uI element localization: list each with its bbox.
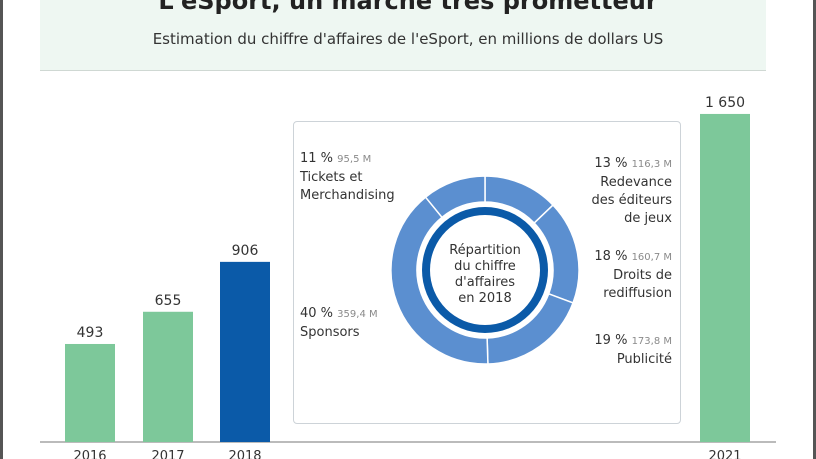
slice-value: 173,8 M: [631, 336, 672, 347]
slice-pct: 40 %: [300, 306, 334, 321]
slice-label-tickets: 11 % 95,5 M Tickets et Merchandising: [300, 150, 395, 205]
bar-2017: [143, 311, 193, 442]
data-label-2021: 1 650: [705, 95, 745, 111]
data-label-2017: 655: [155, 293, 182, 309]
bar-2018: [220, 261, 270, 442]
slice-value: 116,3 M: [631, 159, 672, 170]
slice-value: 95,5 M: [337, 154, 372, 165]
data-label-2018: 906: [232, 243, 259, 259]
slice-name-line: rediffusion: [603, 286, 672, 301]
donut-center-label: en 2018: [458, 291, 511, 306]
donut-center-label: du chiffre: [454, 259, 516, 274]
chart-subtitle: Estimation du chiffre d'affaires de l'eS…: [152, 30, 664, 48]
donut-slice-4: [424, 175, 486, 219]
slice-value: 359,4 M: [337, 309, 378, 320]
chart-title: L'eSport, un marché très prometteur: [158, 0, 658, 15]
slice-pct: 11 %: [300, 151, 334, 166]
slice-name-line: Redevance: [600, 175, 672, 190]
slice-name-line: Droits de: [613, 268, 672, 283]
slice-value: 160,7 M: [631, 252, 672, 263]
bar-2016: [65, 343, 115, 442]
donut-center-label: d'affaires: [455, 275, 515, 290]
tick-label-2018: 2018: [228, 449, 261, 459]
tick-label-2017: 2017: [151, 449, 184, 459]
donut-center-label: Répartition: [449, 243, 521, 258]
slice-label-droits: 18 % 160,7 M Droits de rediffusion: [560, 248, 672, 303]
slice-name-line: Sponsors: [300, 325, 360, 340]
slice-pct: 19 %: [594, 333, 628, 348]
tick-label-2021: 2021: [708, 449, 741, 459]
slice-pct: 13 %: [594, 156, 628, 171]
tick-label-2016: 2016: [73, 449, 106, 459]
slice-name-line: des éditeurs: [591, 193, 672, 208]
donut-center: [430, 215, 540, 325]
slice-name-line: Publicité: [616, 352, 672, 367]
slice-name-line: Merchandising: [300, 188, 395, 203]
bar-2021: [700, 113, 750, 443]
slice-label-sponsors: 40 % 359,4 M Sponsors: [300, 305, 378, 342]
slice-pct: 18 %: [594, 249, 628, 264]
header-band: [40, 0, 766, 71]
slice-name-line: Tickets et: [300, 170, 363, 185]
slice-label-redevance: 13 % 116,3 M Redevance des éditeurs de j…: [560, 155, 672, 228]
slice-name-line: de jeux: [624, 211, 672, 226]
slice-label-publicite: 19 % 173,8 M Publicité: [560, 332, 672, 369]
data-label-2016: 493: [77, 325, 104, 341]
